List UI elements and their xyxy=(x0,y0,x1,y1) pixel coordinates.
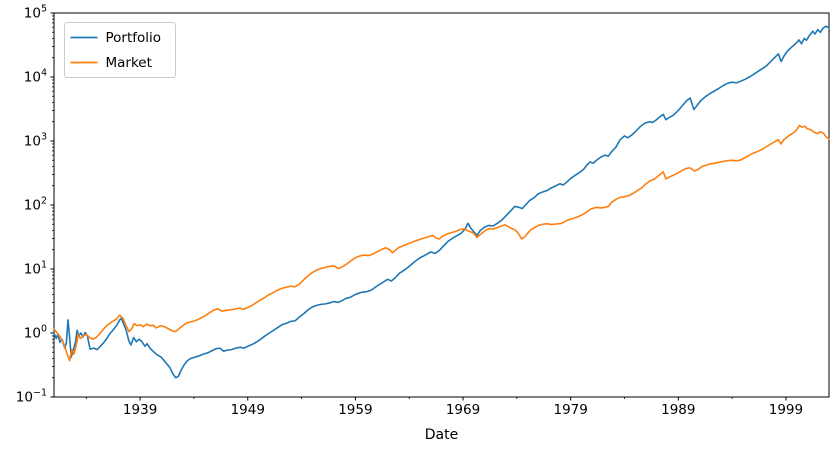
x-tick-label: 1949 xyxy=(231,402,265,418)
x-tick-label: 1999 xyxy=(769,402,803,418)
x-tick-label: 1939 xyxy=(123,402,157,418)
y-tick-label: 101 xyxy=(24,260,47,278)
portfolio-line xyxy=(53,25,830,379)
x-tick-label: 1989 xyxy=(661,402,695,418)
legend-label-market: Market xyxy=(106,55,152,71)
y-tick-label: 10−1 xyxy=(16,388,47,406)
y-tick-label: 100 xyxy=(24,324,47,342)
legend: Portfolio Market xyxy=(64,22,176,78)
y-tick-label: 103 xyxy=(24,132,47,150)
legend-box xyxy=(64,22,176,78)
y-tick-label: 102 xyxy=(24,196,47,214)
series-lines xyxy=(53,25,830,379)
y-axis: 10−1 100 101 102 103 104 105 xyxy=(16,4,54,406)
x-tick-label: 1959 xyxy=(338,402,372,418)
market-line xyxy=(53,124,830,362)
x-tick-label: 1979 xyxy=(553,402,587,418)
y-tick-label: 105 xyxy=(24,4,47,22)
x-axis: 1939 1949 1959 1969 1979 1989 1999 xyxy=(85,397,803,418)
legend-label-portfolio: Portfolio xyxy=(106,30,162,46)
x-tick-label: 1969 xyxy=(446,402,480,418)
x-axis-label: Date xyxy=(425,427,458,443)
y-tick-label: 104 xyxy=(24,68,47,86)
